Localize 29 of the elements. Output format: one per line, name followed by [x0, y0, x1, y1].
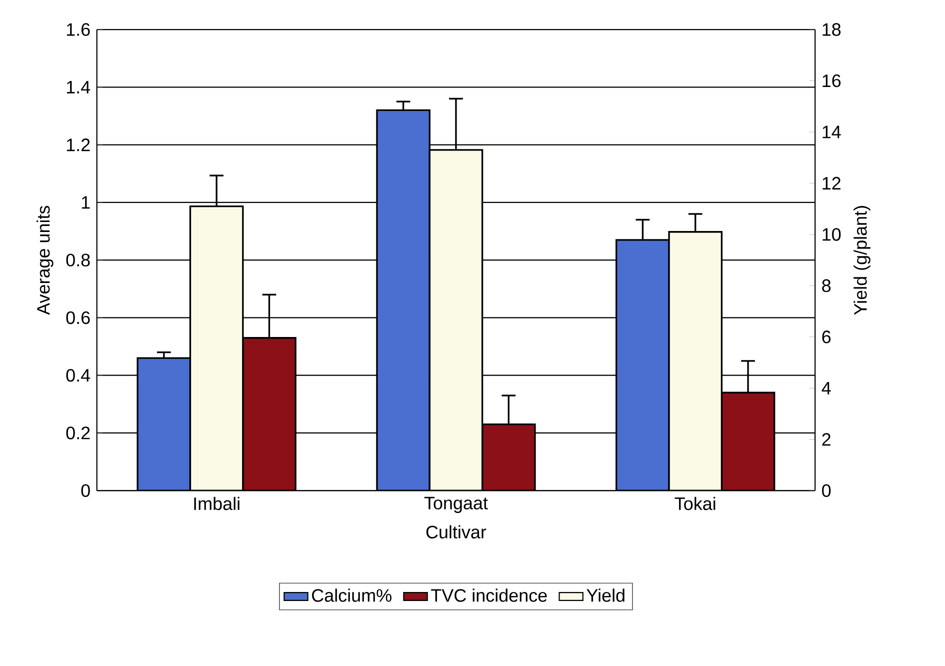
y-tick-label: 0: [81, 484, 90, 498]
legend-label: Yield: [586, 588, 624, 602]
y-tick-label: 1.6: [66, 23, 90, 36]
y-tick-label: 0.4: [66, 369, 90, 382]
legend-label: TVC incidence: [431, 588, 547, 602]
y-tick-label: 0.8: [66, 254, 90, 267]
y-tick-label: 1: [82, 196, 90, 209]
x-axis-title: Cultivar: [426, 525, 486, 539]
y2-tick-label: 8: [822, 279, 831, 292]
y2-axis-title: Yield (g/plant): [854, 206, 870, 315]
y2-tick-label: 16: [822, 74, 841, 88]
y-tick-label: 0.6: [66, 311, 90, 324]
y2-tick-label: 10: [822, 228, 841, 241]
y-axis-title: Average units: [36, 206, 54, 315]
y2-tick-label: 6: [822, 330, 831, 344]
bar: [481, 424, 536, 491]
x-tick-label: Imbali: [194, 496, 240, 510]
y2-tick-label: 2: [822, 433, 830, 446]
x-tick-label: Tongaat: [424, 496, 488, 514]
y2-tick-label: 18: [822, 23, 841, 36]
y-tick-label: 0.2: [66, 426, 90, 440]
y2-tick-label: 0: [822, 484, 831, 498]
legend-label: Calcium%: [312, 588, 392, 602]
x-tick-label: Tokai: [674, 496, 716, 510]
y2-tick-label: 12: [822, 177, 840, 190]
y-tick-label: 1.4: [66, 81, 90, 94]
y2-tick-label: 4: [822, 382, 831, 394]
y-tick-label: 1.2: [66, 138, 90, 152]
y2-tick-label: 14: [822, 126, 841, 138]
